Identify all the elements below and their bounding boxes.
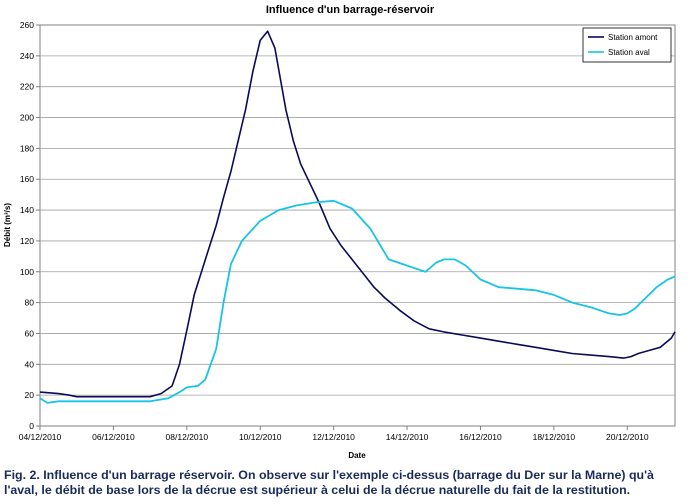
y-tick-label: 240 [20,51,34,61]
y-tick-label: 100 [20,267,34,277]
plot-area [39,24,676,427]
legend-label-aval: Station aval [608,48,650,57]
series-line-amont [39,30,676,398]
y-tick-label: 200 [20,113,34,123]
y-axis-label: Débit (m³/s) [3,203,12,247]
y-tick-label: 160 [20,174,34,184]
x-tick-label: 18/12/2010 [533,432,576,442]
x-tick-label: 12/12/2010 [312,432,355,442]
y-tick-label: 220 [20,82,34,92]
x-tick-label: 04/12/2010 [19,432,62,442]
legend-box [582,27,672,63]
y-tick-label: 260 [20,20,34,30]
caption-line-1: Fig. 2. Influence d'un barrage réservoir… [4,468,654,482]
y-tick-label: 180 [20,143,34,153]
legend: Station amont Station aval [582,27,672,63]
y-tick-label: 60 [25,328,35,338]
x-tick-label: 20/12/2010 [606,432,649,442]
y-tick-label: 120 [20,236,34,246]
x-tick-label: 14/12/2010 [386,432,429,442]
x-axis-label: Date [348,451,366,460]
y-tick-label: 140 [20,205,34,215]
grid-lines [40,55,675,396]
chart-title: Influence d'un barrage-réservoir [266,4,435,16]
chart: Influence d'un barrage-réservoir 0 20 40 60… [3,4,676,460]
x-tick-label: 16/12/2010 [459,432,502,442]
legend-label-amont: Station amont [608,33,658,42]
x-tick-label: 10/12/2010 [239,432,282,442]
x-axis-ticks: 04/12/2010 06/12/2010 08/12/2010 10/12/2010… [19,426,649,442]
figure-caption: Fig. 2. Influence d'un barrage réservoir… [4,468,696,498]
y-tick-label: 20 [25,390,35,400]
series-lines [39,30,676,404]
series-line-aval [39,199,676,404]
y-tick-label: 0 [29,421,34,431]
y-tick-label: 80 [25,298,35,308]
x-tick-label: 08/12/2010 [166,432,209,442]
x-tick-label: 06/12/2010 [92,432,135,442]
y-tick-label: 40 [25,359,35,369]
y-axis-ticks: 0 20 40 60 80 100 120 140 160 180 200 220 240 260 [20,20,40,431]
caption-line-2: l'aval, le débit de base lors de la décr… [4,483,631,497]
